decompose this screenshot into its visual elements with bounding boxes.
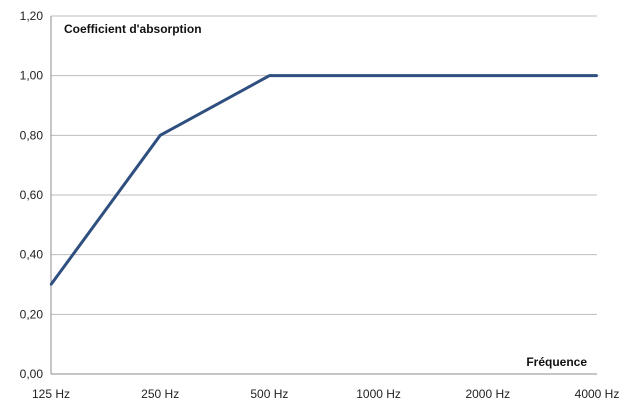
gridlines [51,15,597,315]
y-tick-label: 0,60 [20,188,44,202]
x-axis-title: Fréquence [526,355,587,369]
data-point [595,74,599,77]
series-line [49,74,597,286]
x-tick-label: 4000 Hz [575,387,620,401]
x-tick-label: 125 Hz [32,387,70,401]
y-axis-title: Coefficient d'absorption [64,22,202,36]
x-tick-label: 500 Hz [250,387,288,401]
y-tick-label: 0,80 [20,128,44,142]
y-tick-label: 1,20 [20,9,44,23]
y-tick-label: 0,20 [20,307,44,321]
axes [50,16,597,375]
y-tick-label: 0,40 [20,248,44,262]
y-tick-labels: 0,00 0,20 0,40 0,60 0,80 1,00 1,20 [20,9,44,381]
data-point [159,134,162,137]
x-tick-labels: 125 Hz 250 Hz 500 Hz 1000 Hz 2000 Hz 4000 Hz [32,387,619,401]
x-tick-label: 250 Hz [141,387,179,401]
y-tick-label: 1,00 [20,69,44,83]
data-point [377,74,380,77]
data-point [268,74,271,77]
data-point [49,283,53,286]
x-tick-label: 2000 Hz [465,387,510,401]
series [49,74,599,286]
data-point [486,74,489,77]
x-tick-label: 1000 Hz [356,387,401,401]
y-tick-label: 0,00 [20,367,44,381]
